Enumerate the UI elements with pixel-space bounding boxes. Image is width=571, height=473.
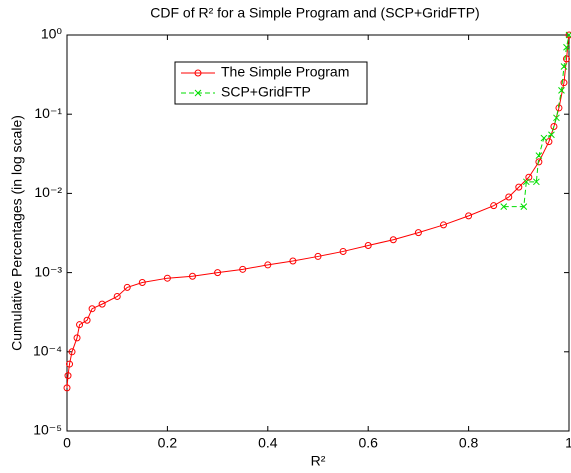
y-tick-label: 10⁰ (41, 26, 63, 42)
data-point (76, 321, 84, 329)
data-point (505, 193, 513, 201)
y-tick-label: 10⁻³ (34, 263, 62, 279)
data-point (123, 283, 131, 291)
data-point (364, 241, 372, 249)
data-point (560, 79, 568, 87)
x-axis-label: R² (311, 453, 326, 469)
data-point (515, 183, 523, 191)
data-point (550, 122, 558, 130)
legend-label: SCP+GridFTP (221, 84, 311, 100)
data-point (533, 178, 540, 186)
data-point (113, 292, 121, 300)
data-point (83, 316, 91, 324)
data-point (522, 178, 530, 186)
y-tick-label: 10⁻⁴ (33, 343, 62, 359)
data-point (214, 269, 222, 277)
x-tick-label: 0 (63, 435, 71, 451)
data-point (63, 384, 71, 392)
data-point (565, 31, 571, 39)
data-point (189, 272, 196, 280)
data-point (535, 152, 543, 159)
y-tick-label: 10⁻² (34, 184, 62, 200)
data-point (540, 134, 548, 142)
data-point (389, 236, 397, 244)
legend-box (174, 61, 368, 105)
data-point (73, 334, 81, 342)
legend: The Simple Program SCP+GridFTP (174, 61, 368, 105)
data-point (68, 348, 76, 356)
y-axis-label: Cumulative Percentages (in log scale) (9, 115, 25, 351)
data-point (88, 305, 96, 313)
x-tick-label: 1 (565, 435, 571, 451)
data-point (440, 221, 447, 229)
data-point (548, 131, 555, 139)
data-point (98, 300, 106, 308)
plot-frame (66, 34, 570, 432)
data-point (563, 43, 570, 51)
x-tick-label: 0.6 (358, 435, 378, 451)
legend-label: The Simple Program (221, 64, 349, 80)
data-point (565, 31, 571, 39)
y-tick-label: 10⁻¹ (34, 105, 62, 121)
data-point (465, 212, 473, 220)
series-line (66, 34, 570, 388)
data-point (490, 202, 498, 210)
x-tick-label: 0.8 (459, 435, 479, 451)
y-tick-label: 10⁻⁵ (33, 422, 62, 438)
data-point (289, 257, 297, 265)
chart-title: CDF of R² for a Simple Program and (SCP+… (150, 5, 479, 21)
data-point (500, 203, 508, 211)
legend-marker (194, 69, 202, 77)
x-tick-label: 0.4 (258, 435, 278, 451)
data-point (525, 173, 533, 181)
data-point (562, 55, 570, 63)
data-point (314, 252, 322, 260)
legend-marker (194, 89, 202, 97)
data-point (138, 278, 146, 286)
data-point (560, 63, 568, 70)
data-point (535, 158, 543, 166)
series-line (503, 34, 570, 208)
x-tick-label: 0.2 (158, 435, 178, 451)
data-point (339, 247, 347, 255)
data-point (520, 203, 528, 211)
data-point (64, 372, 72, 380)
data-point (414, 229, 422, 237)
data-point (558, 87, 565, 94)
data-point (66, 360, 74, 368)
data-point (264, 261, 272, 269)
data-point (545, 138, 553, 146)
data-point (163, 274, 171, 282)
data-point (553, 114, 560, 122)
data-point (239, 265, 247, 273)
